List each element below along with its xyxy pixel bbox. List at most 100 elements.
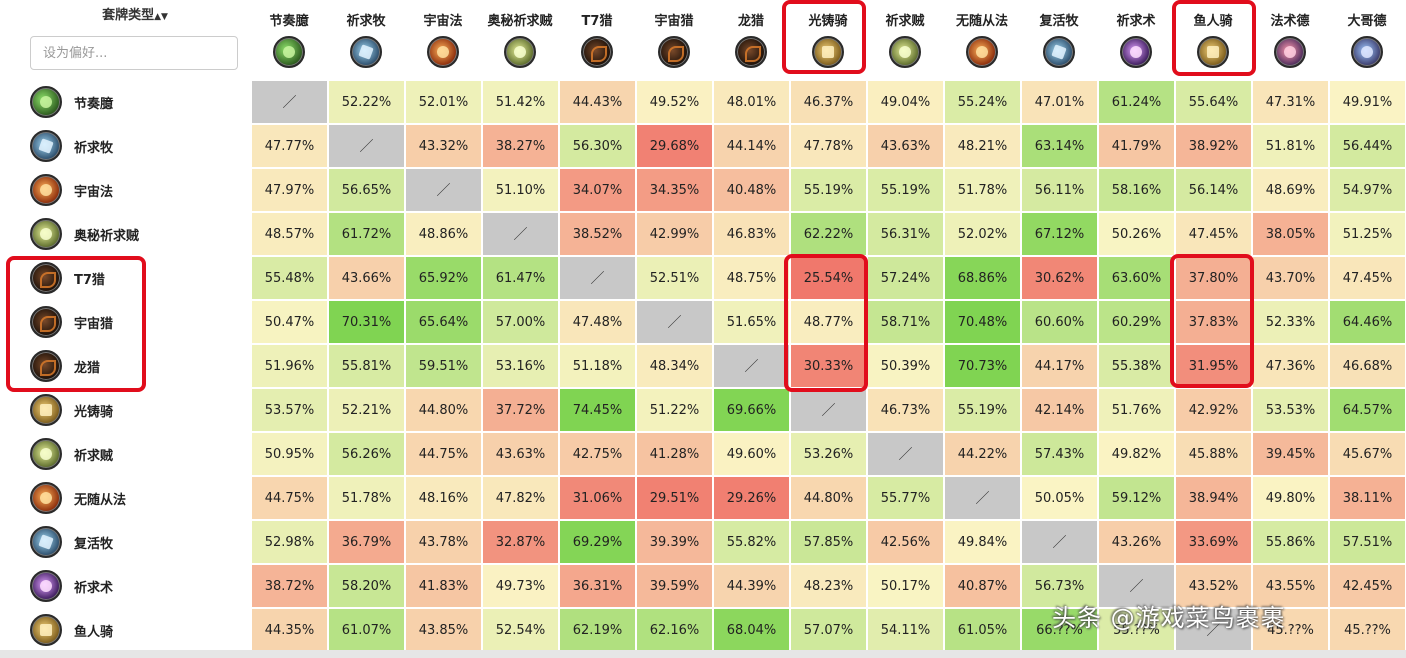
- winrate-cell[interactable]: 38.94%: [1175, 476, 1252, 520]
- column-header[interactable]: 法术德: [1252, 0, 1328, 78]
- winrate-cell[interactable]: 61.05%: [944, 608, 1021, 652]
- row-header[interactable]: 复活牧: [30, 520, 250, 564]
- winrate-cell[interactable]: 47.45%: [1329, 256, 1406, 300]
- winrate-cell[interactable]: 55.38%: [1098, 344, 1175, 388]
- row-header[interactable]: 光铸骑: [30, 388, 250, 432]
- winrate-cell[interactable]: 48.86%: [405, 212, 482, 256]
- winrate-cell[interactable]: 48.75%: [713, 256, 790, 300]
- winrate-cell[interactable]: 43.55%: [1252, 564, 1329, 608]
- winrate-cell[interactable]: 50.95%: [251, 432, 328, 476]
- winrate-cell[interactable]: 43.70%: [1252, 256, 1329, 300]
- row-header[interactable]: 祈求术: [30, 564, 250, 608]
- winrate-cell[interactable]: 53.26%: [790, 432, 867, 476]
- column-header[interactable]: 奥秘祈求贼: [482, 0, 558, 78]
- winrate-cell[interactable]: 52.22%: [328, 80, 405, 124]
- column-header[interactable]: 鱼人骑: [1175, 0, 1251, 78]
- winrate-cell[interactable]: 40.87%: [944, 564, 1021, 608]
- winrate-cell[interactable]: 29.51%: [636, 476, 713, 520]
- winrate-cell[interactable]: 50.17%: [867, 564, 944, 608]
- winrate-cell[interactable]: 49.73%: [482, 564, 559, 608]
- row-header[interactable]: 节奏臆: [30, 80, 250, 124]
- winrate-cell[interactable]: 57.00%: [482, 300, 559, 344]
- winrate-cell[interactable]: 52.54%: [482, 608, 559, 652]
- winrate-cell[interactable]: 44.80%: [405, 388, 482, 432]
- mirror-match-cell[interactable]: ／: [636, 300, 713, 344]
- winrate-cell[interactable]: 44.75%: [251, 476, 328, 520]
- winrate-cell[interactable]: 56.65%: [328, 168, 405, 212]
- winrate-cell[interactable]: 48.57%: [251, 212, 328, 256]
- winrate-cell[interactable]: 48.69%: [1252, 168, 1329, 212]
- mirror-match-cell[interactable]: ／: [1021, 520, 1098, 564]
- winrate-cell[interactable]: 47.97%: [251, 168, 328, 212]
- winrate-cell[interactable]: 51.78%: [328, 476, 405, 520]
- winrate-cell[interactable]: 56.26%: [328, 432, 405, 476]
- winrate-cell[interactable]: 36.79%: [328, 520, 405, 564]
- winrate-cell[interactable]: 57.24%: [867, 256, 944, 300]
- winrate-cell[interactable]: 74.45%: [559, 388, 636, 432]
- winrate-cell[interactable]: 42.14%: [1021, 388, 1098, 432]
- winrate-cell[interactable]: 34.35%: [636, 168, 713, 212]
- winrate-cell[interactable]: 49.04%: [867, 80, 944, 124]
- mirror-match-cell[interactable]: ／: [405, 168, 482, 212]
- winrate-cell[interactable]: 46.37%: [790, 80, 867, 124]
- winrate-cell[interactable]: 57.07%: [790, 608, 867, 652]
- winrate-cell[interactable]: 58.71%: [867, 300, 944, 344]
- winrate-cell[interactable]: 45.67%: [1329, 432, 1406, 476]
- column-header[interactable]: 祈求术: [1098, 0, 1174, 78]
- winrate-cell[interactable]: 56.14%: [1175, 168, 1252, 212]
- row-header[interactable]: 龙猎: [30, 344, 250, 388]
- winrate-cell[interactable]: 45.??%: [1329, 608, 1406, 652]
- winrate-cell[interactable]: 67.12%: [1021, 212, 1098, 256]
- winrate-cell[interactable]: 25.54%: [790, 256, 867, 300]
- winrate-cell[interactable]: 56.31%: [867, 212, 944, 256]
- winrate-cell[interactable]: 60.60%: [1021, 300, 1098, 344]
- winrate-cell[interactable]: 50.47%: [251, 300, 328, 344]
- winrate-cell[interactable]: 62.16%: [636, 608, 713, 652]
- winrate-cell[interactable]: 38.27%: [482, 124, 559, 168]
- winrate-cell[interactable]: 51.25%: [1329, 212, 1406, 256]
- winrate-cell[interactable]: 42.75%: [559, 432, 636, 476]
- winrate-cell[interactable]: 43.63%: [482, 432, 559, 476]
- winrate-cell[interactable]: 32.87%: [482, 520, 559, 564]
- winrate-cell[interactable]: 43.85%: [405, 608, 482, 652]
- winrate-cell[interactable]: 51.81%: [1252, 124, 1329, 168]
- row-header[interactable]: 祈求贼: [30, 432, 250, 476]
- winrate-cell[interactable]: 66.??%: [1021, 608, 1098, 652]
- winrate-cell[interactable]: 37.80%: [1175, 256, 1252, 300]
- winrate-cell[interactable]: 55.81%: [328, 344, 405, 388]
- winrate-cell[interactable]: 60.29%: [1098, 300, 1175, 344]
- winrate-cell[interactable]: 34.07%: [559, 168, 636, 212]
- winrate-cell[interactable]: 49.84%: [944, 520, 1021, 564]
- mirror-match-cell[interactable]: ／: [1175, 608, 1252, 652]
- winrate-cell[interactable]: 43.63%: [867, 124, 944, 168]
- winrate-cell[interactable]: 58.20%: [328, 564, 405, 608]
- winrate-cell[interactable]: 63.14%: [1021, 124, 1098, 168]
- column-header[interactable]: 龙猎: [713, 0, 789, 78]
- column-header[interactable]: 复活牧: [1021, 0, 1097, 78]
- winrate-cell[interactable]: 51.78%: [944, 168, 1021, 212]
- winrate-cell[interactable]: 29.26%: [713, 476, 790, 520]
- winrate-cell[interactable]: 47.45%: [1175, 212, 1252, 256]
- winrate-cell[interactable]: 51.96%: [251, 344, 328, 388]
- winrate-cell[interactable]: 50.05%: [1021, 476, 1098, 520]
- winrate-cell[interactable]: 64.57%: [1329, 388, 1406, 432]
- winrate-cell[interactable]: 55.24%: [944, 80, 1021, 124]
- winrate-cell[interactable]: 37.72%: [482, 388, 559, 432]
- column-header[interactable]: 大哥德: [1329, 0, 1405, 78]
- winrate-cell[interactable]: 51.65%: [713, 300, 790, 344]
- winrate-cell[interactable]: 44.22%: [944, 432, 1021, 476]
- winrate-cell[interactable]: 44.35%: [251, 608, 328, 652]
- column-header[interactable]: 宇宙猎: [636, 0, 712, 78]
- winrate-cell[interactable]: 50.39%: [867, 344, 944, 388]
- mirror-match-cell[interactable]: ／: [790, 388, 867, 432]
- winrate-cell[interactable]: 68.04%: [713, 608, 790, 652]
- winrate-cell[interactable]: 51.22%: [636, 388, 713, 432]
- winrate-cell[interactable]: 55.64%: [1175, 80, 1252, 124]
- winrate-cell[interactable]: 49.52%: [636, 80, 713, 124]
- winrate-cell[interactable]: 59.12%: [1098, 476, 1175, 520]
- winrate-cell[interactable]: 61.47%: [482, 256, 559, 300]
- row-header[interactable]: 宇宙猎: [30, 300, 250, 344]
- winrate-cell[interactable]: 55.48%: [251, 256, 328, 300]
- column-header[interactable]: 祈求牧: [328, 0, 404, 78]
- winrate-cell[interactable]: 52.02%: [944, 212, 1021, 256]
